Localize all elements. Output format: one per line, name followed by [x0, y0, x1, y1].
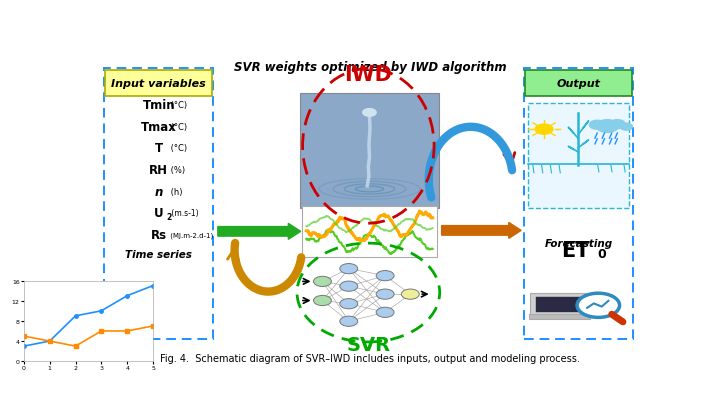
- Text: SVR: SVR: [347, 335, 391, 354]
- Circle shape: [401, 290, 419, 299]
- Circle shape: [609, 120, 625, 129]
- FancyBboxPatch shape: [530, 293, 588, 316]
- Text: SVR weights optimized by IWD algorithm: SVR weights optimized by IWD algorithm: [234, 61, 506, 74]
- Circle shape: [340, 316, 357, 327]
- FancyBboxPatch shape: [536, 297, 581, 313]
- Text: (°C): (°C): [168, 144, 187, 153]
- Text: Forecasting: Forecasting: [544, 239, 612, 249]
- Text: Rs: Rs: [151, 228, 167, 242]
- Circle shape: [376, 307, 394, 318]
- Text: (°C): (°C): [168, 101, 187, 110]
- Text: (h): (h): [168, 187, 182, 196]
- Circle shape: [313, 296, 331, 306]
- Text: (MJ.m-2.d-1): (MJ.m-2.d-1): [168, 232, 213, 238]
- Text: 2: 2: [167, 212, 172, 221]
- FancyArrow shape: [442, 223, 521, 239]
- Circle shape: [577, 294, 619, 318]
- Circle shape: [376, 271, 394, 281]
- FancyArrow shape: [218, 224, 300, 240]
- Circle shape: [589, 121, 605, 130]
- FancyBboxPatch shape: [105, 71, 212, 97]
- Text: Input variables: Input variables: [111, 79, 206, 89]
- FancyBboxPatch shape: [525, 71, 632, 97]
- Text: Fig. 4.  Schematic diagram of SVR–IWD includes inputs, output and modeling proce: Fig. 4. Schematic diagram of SVR–IWD inc…: [160, 353, 580, 363]
- Circle shape: [535, 125, 553, 135]
- Circle shape: [340, 264, 357, 274]
- Circle shape: [362, 109, 376, 117]
- Circle shape: [596, 120, 619, 133]
- Circle shape: [340, 281, 357, 292]
- FancyBboxPatch shape: [300, 94, 439, 209]
- Text: ET: ET: [562, 240, 590, 260]
- Text: (°C): (°C): [168, 122, 187, 131]
- Circle shape: [620, 124, 632, 131]
- Text: (%): (%): [168, 166, 185, 175]
- Text: IWD: IWD: [344, 65, 392, 85]
- Circle shape: [340, 299, 357, 309]
- Text: Output: Output: [557, 79, 601, 89]
- Circle shape: [376, 290, 394, 299]
- Text: RH: RH: [149, 164, 168, 177]
- Text: Tmax: Tmax: [141, 120, 177, 133]
- Circle shape: [313, 277, 331, 287]
- Text: n: n: [155, 185, 163, 198]
- Text: T: T: [155, 142, 163, 155]
- Text: 0: 0: [598, 248, 606, 261]
- FancyBboxPatch shape: [529, 104, 629, 209]
- FancyBboxPatch shape: [302, 207, 438, 258]
- Text: (m.s-1): (m.s-1): [169, 209, 199, 218]
- Text: U: U: [154, 207, 164, 220]
- Text: Tmin: Tmin: [142, 99, 175, 112]
- FancyBboxPatch shape: [529, 314, 590, 319]
- Text: Time series: Time series: [126, 250, 192, 260]
